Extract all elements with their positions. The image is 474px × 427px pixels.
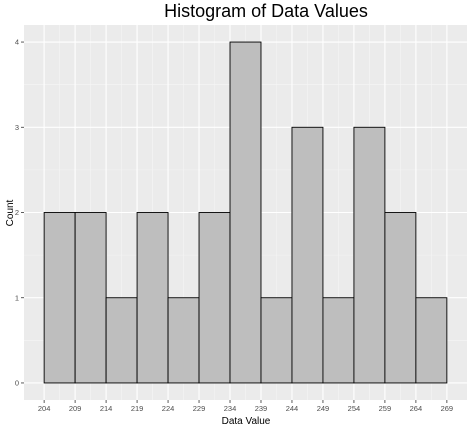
histogram-bar <box>167 297 200 384</box>
histogram-bars <box>43 41 448 384</box>
histogram-bar <box>322 297 355 384</box>
x-tick-label: 244 <box>286 404 299 413</box>
histogram-bar <box>229 41 262 384</box>
y-tick-label: 3 <box>15 123 19 132</box>
x-tick-label: 254 <box>348 404 361 413</box>
y-tick-label: 2 <box>15 208 19 217</box>
x-tick-label: 264 <box>410 404 423 413</box>
x-axis-title: Data Value <box>222 416 271 427</box>
histogram-bar <box>260 297 293 384</box>
histogram-bar <box>415 297 448 384</box>
histogram-bar <box>43 212 76 384</box>
x-tick-label: 224 <box>162 404 175 413</box>
y-tick-label: 4 <box>15 38 19 47</box>
x-tick-label: 204 <box>38 404 51 413</box>
histogram-bar <box>291 126 324 384</box>
histogram-bar <box>198 212 231 384</box>
histogram-bar <box>74 212 107 384</box>
x-tick-label: 209 <box>69 404 82 413</box>
y-axis-title: Count <box>5 199 16 226</box>
x-tick-label: 229 <box>193 404 206 413</box>
x-tick-label: 259 <box>379 404 392 413</box>
x-tick-label: 234 <box>224 404 237 413</box>
x-axis-ticks: 204 209 214 219 224 229 234 239 244 249 254 259 264 2… <box>38 400 453 413</box>
histogram-bar <box>384 212 417 384</box>
histogram-bar <box>105 297 138 384</box>
y-axis-ticks: 0 1 2 3 4 <box>15 38 24 388</box>
y-tick-label: 0 <box>15 379 19 388</box>
y-tick-label: 1 <box>15 293 19 302</box>
histogram-bar <box>353 126 386 384</box>
chart-title: Histogram of Data Values <box>164 1 368 21</box>
x-tick-label: 269 <box>441 404 454 413</box>
x-tick-label: 214 <box>100 404 113 413</box>
histogram-bar <box>136 212 169 384</box>
x-tick-label: 239 <box>255 404 268 413</box>
x-tick-label: 219 <box>131 404 144 413</box>
x-tick-label: 249 <box>317 404 330 413</box>
